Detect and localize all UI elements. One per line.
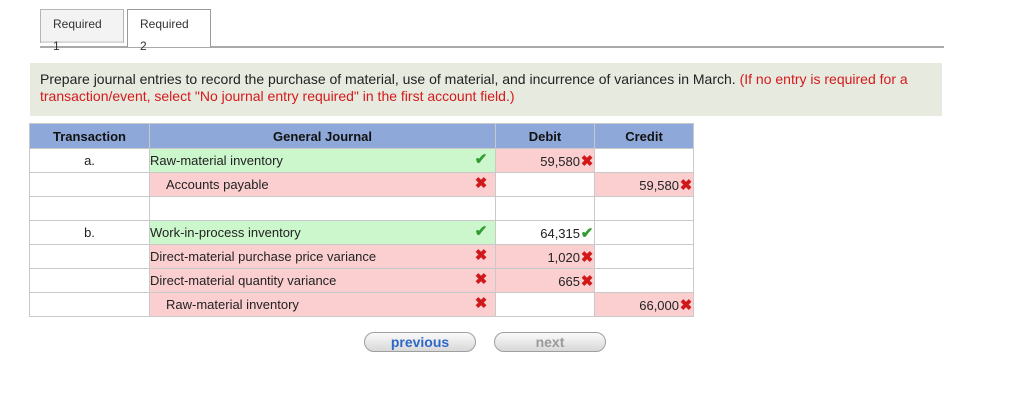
transaction-cell	[29, 244, 150, 269]
tab-required-1[interactable]: Required 1	[40, 9, 124, 53]
debit-field[interactable]	[495, 196, 595, 221]
account-field[interactable]: Work-in-process inventory ✔	[149, 220, 496, 245]
check-icon: ✔	[474, 151, 488, 168]
account-name: Direct-material quantity variance	[150, 273, 337, 288]
x-icon: ✖	[474, 271, 488, 288]
debit-field[interactable]	[495, 292, 595, 317]
table-row: b. Work-in-process inventory ✔ 64,315✔	[29, 220, 694, 245]
header-credit: Credit	[594, 123, 694, 149]
transaction-cell	[29, 268, 150, 293]
instructions-panel: Prepare journal entries to record the pu…	[30, 63, 942, 116]
x-icon: ✖	[679, 176, 693, 194]
journal-table: Transaction General Journal Debit Credit…	[29, 123, 694, 317]
table-row: Direct-material quantity variance ✖ 665✖	[29, 268, 694, 293]
debit-field[interactable]	[495, 172, 595, 197]
header-general-journal: General Journal	[149, 123, 496, 149]
debit-field[interactable]: 1,020✖	[495, 244, 595, 269]
x-icon: ✖	[474, 247, 488, 264]
table-row: Raw-material inventory ✖ 66,000✖	[29, 292, 694, 317]
account-field[interactable]: Accounts payable ✖	[149, 172, 496, 197]
account-name: Raw-material inventory	[150, 153, 283, 168]
transaction-cell	[29, 172, 150, 197]
account-field[interactable]: Direct-material purchase price variance ✖	[149, 244, 496, 269]
debit-amount: 59,580	[540, 153, 580, 169]
debit-field[interactable]: 665✖	[495, 268, 595, 293]
instructions-note: (If no entry is required for a transacti…	[40, 71, 908, 104]
previous-button[interactable]: previous	[364, 332, 476, 352]
x-icon: ✖	[580, 272, 594, 290]
credit-field[interactable]	[594, 220, 694, 245]
transaction-cell: b.	[29, 220, 150, 245]
check-icon: ✔	[474, 223, 488, 240]
credit-field[interactable]	[594, 268, 694, 293]
transaction-cell	[29, 196, 150, 221]
debit-field[interactable]: 59,580✖	[495, 148, 595, 173]
header-transaction: Transaction	[29, 123, 150, 149]
x-icon: ✖	[580, 248, 594, 266]
credit-field[interactable]	[594, 196, 694, 221]
header-debit: Debit	[495, 123, 595, 149]
debit-amount: 665	[558, 273, 580, 289]
x-icon: ✖	[474, 295, 488, 312]
account-field[interactable]: Raw-material inventory ✖	[149, 292, 496, 317]
table-row	[29, 196, 694, 221]
debit-amount: 1,020	[547, 249, 580, 265]
account-name: Raw-material inventory	[166, 297, 299, 312]
account-field[interactable]	[149, 196, 496, 221]
instructions-text: Prepare journal entries to record the pu…	[40, 71, 736, 87]
account-field[interactable]: Direct-material quantity variance ✖	[149, 268, 496, 293]
credit-amount: 59,580	[639, 177, 679, 193]
x-icon: ✖	[580, 152, 594, 170]
next-button[interactable]: next	[494, 332, 606, 352]
transaction-cell: a.	[29, 148, 150, 173]
transaction-cell	[29, 292, 150, 317]
credit-field[interactable]	[594, 244, 694, 269]
credit-amount: 66,000	[639, 297, 679, 313]
account-field[interactable]: Raw-material inventory ✔	[149, 148, 496, 173]
credit-field[interactable]: 59,580✖	[594, 172, 694, 197]
debit-amount: 64,315	[540, 225, 580, 241]
x-icon: ✖	[679, 296, 693, 314]
table-header-row: Transaction General Journal Debit Credit	[29, 123, 694, 149]
tab-required-2[interactable]: Required 2	[127, 9, 211, 53]
table-row: Accounts payable ✖ 59,580✖	[29, 172, 694, 197]
tab-bar: Required 1 Required 2	[40, 9, 944, 53]
check-icon: ✔	[580, 224, 594, 242]
account-name: Accounts payable	[166, 177, 269, 192]
credit-field[interactable]: 66,000✖	[594, 292, 694, 317]
debit-field[interactable]: 64,315✔	[495, 220, 595, 245]
table-row: a. Raw-material inventory ✔ 59,580✖	[29, 148, 694, 173]
account-name: Direct-material purchase price variance	[150, 249, 377, 264]
account-name: Work-in-process inventory	[150, 225, 301, 240]
table-row: Direct-material purchase price variance ✖…	[29, 244, 694, 269]
x-icon: ✖	[474, 175, 488, 192]
credit-field[interactable]	[594, 148, 694, 173]
